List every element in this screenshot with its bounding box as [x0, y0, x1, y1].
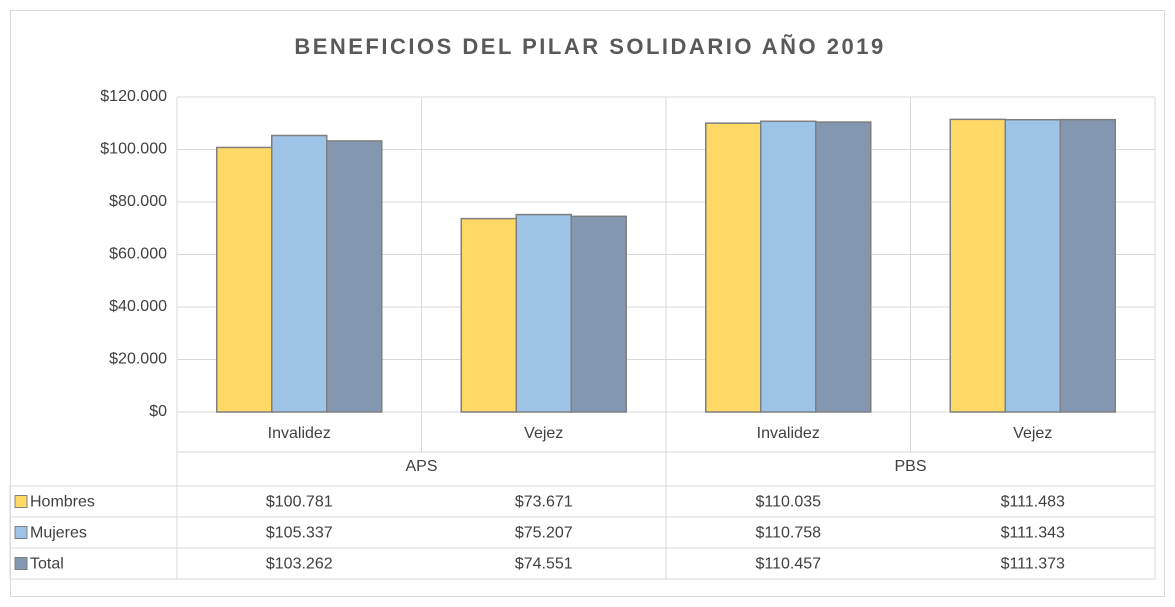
chart-title: BENEFICIOS DEL PILAR SOLIDARIO AÑO 2019 [294, 34, 885, 59]
bar [216, 146, 273, 413]
legend-swatch [14, 526, 28, 539]
table-value: $75.207 [515, 525, 573, 542]
bar [570, 215, 627, 413]
bar [271, 134, 328, 413]
x-tick-label: Invalidez [268, 425, 331, 442]
y-tick-label: $100.000 [100, 141, 167, 158]
bar [760, 120, 817, 413]
legend-swatch [14, 495, 28, 508]
table-value: $100.781 [266, 494, 333, 511]
legend-label: Hombres [30, 494, 95, 511]
x-tick-label: Vejez [524, 425, 563, 442]
group-label: PBS [894, 458, 926, 475]
bar [1004, 118, 1061, 413]
bar [815, 121, 872, 413]
table-value: $110.457 [755, 556, 821, 573]
y-tick-label: $120.000 [100, 88, 167, 105]
table-value: $111.483 [1001, 494, 1065, 511]
bar [949, 118, 1006, 413]
y-tick-label: $80.000 [109, 193, 167, 210]
legend-swatch [14, 557, 28, 570]
bar [1059, 118, 1116, 413]
y-tick-label: $60.000 [109, 246, 167, 263]
x-tick-label: Invalidez [757, 425, 820, 442]
bar [705, 122, 762, 413]
legend-label: Total [30, 556, 64, 573]
bar [515, 213, 572, 413]
table-value: $110.758 [755, 525, 821, 542]
table-value: $105.337 [266, 525, 333, 542]
table-value: $103.262 [266, 556, 333, 573]
table-value: $111.373 [1001, 556, 1065, 573]
bar [460, 217, 517, 413]
y-tick-label: $20.000 [109, 351, 167, 368]
bar [326, 140, 383, 413]
group-label: APS [405, 458, 437, 475]
table-value: $110.035 [755, 494, 821, 511]
y-tick-label: $40.000 [109, 298, 167, 315]
x-tick-label: Vejez [1013, 425, 1052, 442]
table-value: $74.551 [515, 556, 573, 573]
legend-label: Mujeres [30, 525, 87, 542]
table-value: $73.671 [515, 494, 573, 511]
table-value: $111.343 [1001, 525, 1065, 542]
y-tick-label: $0 [149, 403, 167, 420]
